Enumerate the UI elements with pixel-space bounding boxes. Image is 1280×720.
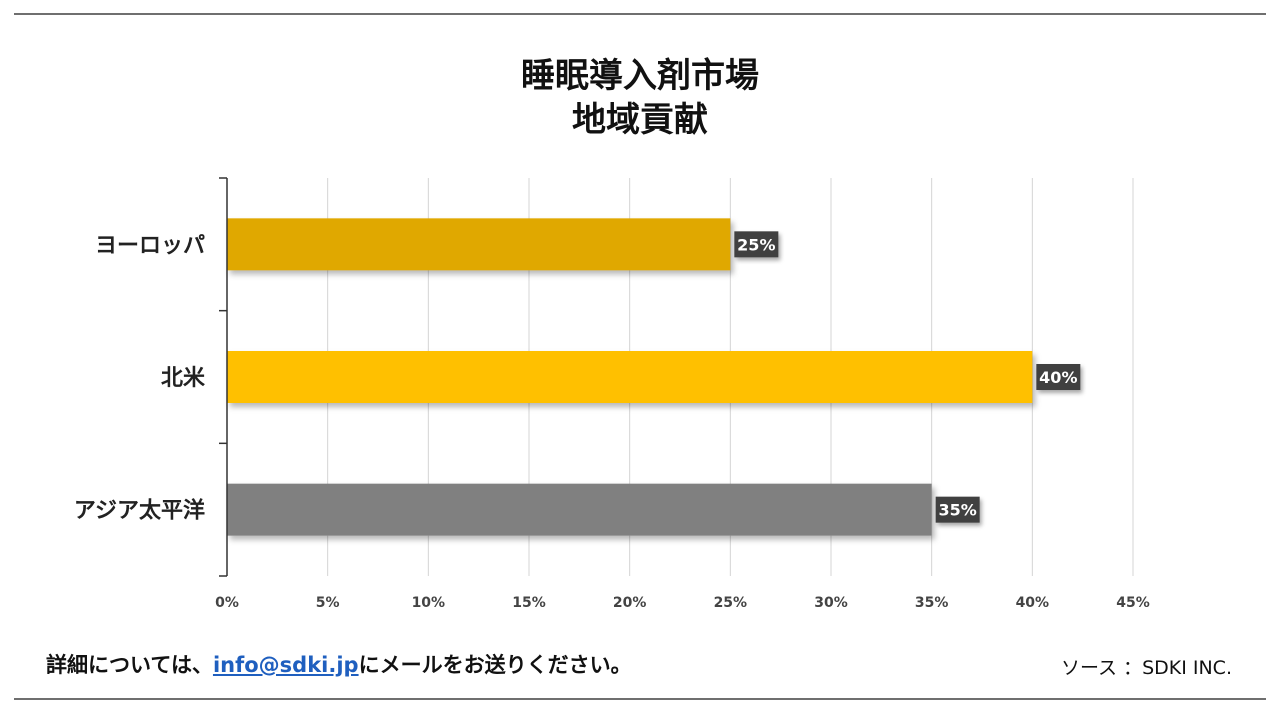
x-tick-label: 10% [412,595,446,611]
chart-title-line-2: 地域貢献 [572,100,708,140]
chart-title-line-1: 睡眠導入剤市場 [521,56,759,96]
data-label-box [734,231,779,258]
contact-text-after: にメールをお送りください。 [358,653,632,677]
y-category-label: アジア太平洋 [74,498,205,524]
x-tick-label: 40% [1016,595,1050,611]
top-divider [14,13,1266,15]
data-label: 35% [935,496,980,523]
x-tick-label: 15% [512,595,546,611]
bar [227,218,731,271]
data-label-text: 35% [939,501,977,520]
bar-chart: 0% 5% 10% 15% 20% 25% 30% 35% 40% 45% ヨーロッパ北米アジア太平… [74,177,1150,611]
contact-note: 詳細については、info@sdki.jpにメールをお送りください。 [46,650,632,680]
y-category-label: 北米 [161,366,206,391]
x-tick-label: 5% [316,595,340,611]
email-link[interactable]: info@sdki.jp [212,653,359,677]
bars [227,218,1033,536]
axes: 0% 5% 10% 15% 20% 25% 30% 35% 40% 45% ヨーロッパ北米アジア太平… [74,177,1150,611]
data-labels: 25% 40% 35% [734,231,1081,523]
data-label-box [1036,364,1081,390]
source-credit: ソース ：SDKI INC. [1060,657,1232,679]
data-label: 40% [1036,364,1081,390]
y-category-label: ヨーロッパ [95,233,205,258]
x-tick-label: 45% [1116,595,1150,611]
bottom-divider [14,698,1266,700]
data-label-box [935,496,980,523]
contact-text-before: 詳細については、 [46,653,213,677]
x-tick-label: 30% [814,595,848,611]
x-tick-label: 35% [915,595,949,611]
data-label-text: 40% [1039,368,1077,387]
x-tick-label: 20% [613,595,647,611]
x-tick-label: 25% [714,595,748,611]
data-label: 25% [734,231,779,258]
bar [227,351,1033,403]
x-tick-label: 0% [215,595,239,611]
bar [227,483,932,536]
data-label-text: 25% [737,235,775,254]
